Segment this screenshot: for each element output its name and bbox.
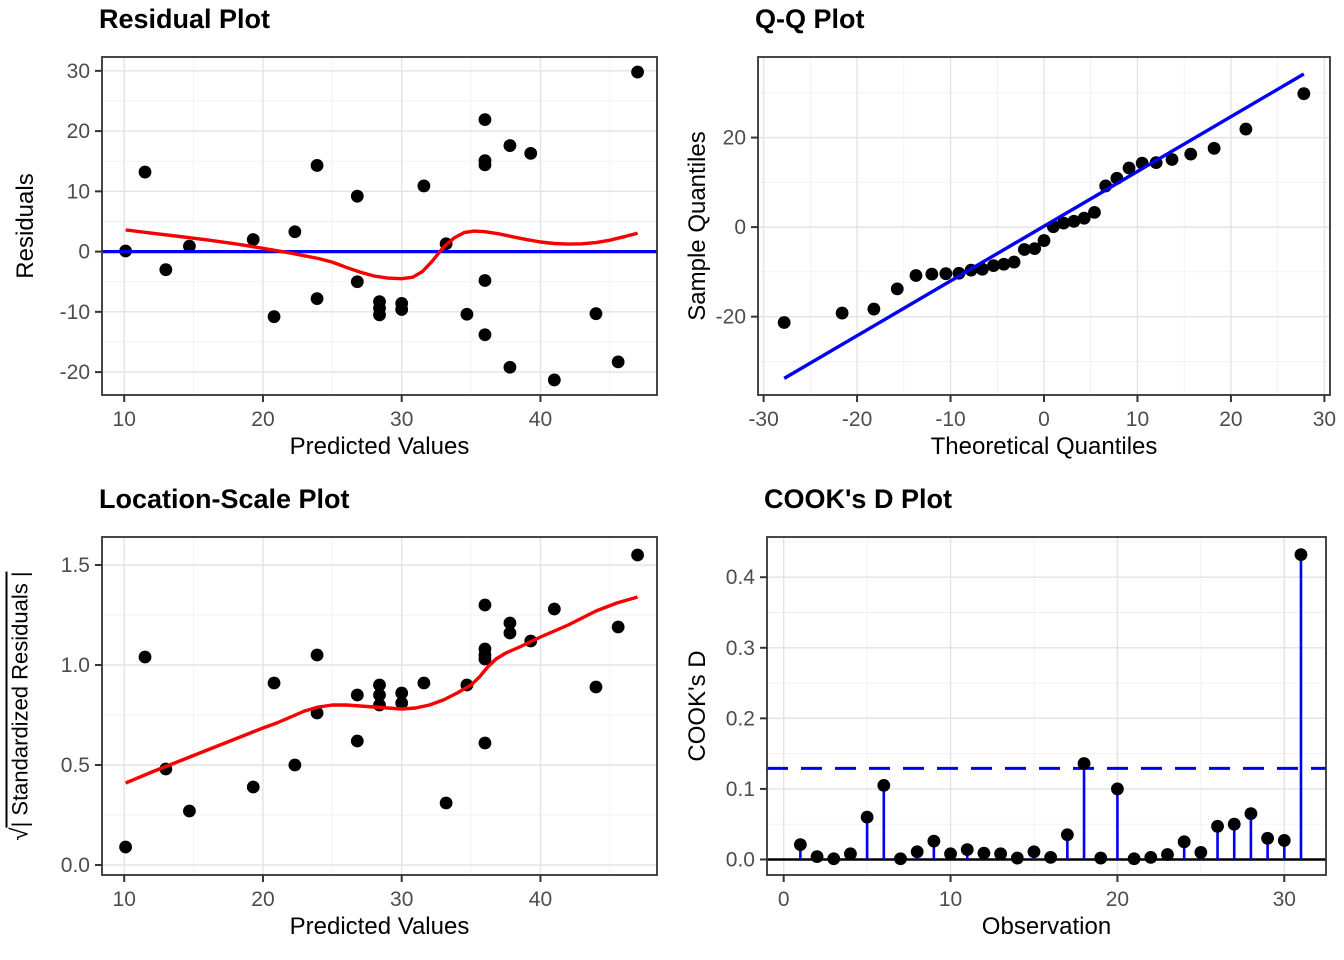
x-axis-title: Theoretical Quantiles [930, 433, 1158, 460]
data-points [119, 548, 644, 854]
y-tick-label: 20 [67, 120, 90, 143]
x-tick-label: 40 [529, 408, 552, 431]
residual-plot-canvas: 10 20 30 40 -20 -10 0 10 20 30 [60, 56, 658, 431]
y-tick-label: 0.5 [61, 754, 90, 777]
axis-ticks: 10 20 30 40 -20 -10 0 10 20 30 [60, 60, 552, 431]
sqrt-overline-text: | Standardized Residuals | [5, 571, 34, 828]
x-tick-label: 20 [1106, 888, 1129, 911]
y-axis-title: Residuals [12, 173, 39, 279]
y-tick-label: 0.0 [726, 848, 755, 871]
qq-reference-line [783, 72, 1305, 380]
axis-ticks: -30 -20 -10 0 10 20 30 -20 0 20 [716, 127, 1336, 431]
y-tick-label: -20 [60, 361, 90, 384]
x-tick-label: 30 [390, 408, 413, 431]
sqrt-radical-symbol: √ [6, 827, 34, 841]
y-tick-label: -20 [716, 306, 746, 329]
chart-title: Q-Q Plot [755, 4, 865, 34]
x-tick-label: 30 [1313, 408, 1336, 431]
cooks-d-plot-canvas: 0 10 20 30 0.0 0.1 0.2 0.3 0.4 [726, 536, 1327, 911]
chart-title: Residual Plot [99, 4, 271, 34]
x-tick-label: 0 [1038, 408, 1050, 431]
axis-ticks: 10 20 30 40 0.0 0.5 1.0 1.5 [61, 554, 552, 911]
gridlines-minor [102, 57, 657, 395]
x-tick-label: 40 [529, 888, 552, 911]
loess-smooth-curve [125, 228, 639, 281]
gridlines-major [102, 57, 657, 395]
y-tick-label: 0.0 [61, 854, 90, 877]
y-tick-label: 0 [78, 241, 90, 264]
y-tick-label: 0.1 [726, 778, 755, 801]
x-tick-label: -30 [748, 408, 778, 431]
x-axis-title: Predicted Values [289, 433, 470, 460]
y-tick-label: -10 [60, 301, 90, 324]
panel-background [102, 57, 657, 395]
x-tick-label: 0 [778, 888, 790, 911]
x-axis-title: Observation [981, 913, 1112, 940]
x-tick-label: 10 [939, 888, 962, 911]
gridlines-major [102, 537, 657, 875]
y-tick-label: 30 [67, 60, 90, 83]
y-tick-label: 10 [67, 180, 90, 203]
y-tick-label: 20 [723, 127, 746, 150]
y-axis-title: COOK's D [684, 650, 711, 762]
y-tick-label: 0.3 [726, 637, 755, 660]
y-tick-label: 0 [734, 216, 746, 239]
chart-title: Location-Scale Plot [99, 484, 350, 514]
x-tick-label: -20 [842, 408, 872, 431]
x-tick-label: 30 [1273, 888, 1296, 911]
x-tick-label: 20 [251, 888, 274, 911]
location-scale-plot-canvas: 10 20 30 40 0.0 0.5 1.0 1.5 [61, 536, 658, 911]
x-tick-label: 10 [113, 408, 136, 431]
x-tick-label: 10 [1126, 408, 1149, 431]
y-tick-label: 0.4 [726, 566, 756, 589]
loess-smooth-curve [124, 595, 639, 785]
qq-plot-canvas: -30 -20 -10 0 10 20 30 -20 0 20 [716, 56, 1336, 431]
x-axis-title: Predicted Values [289, 913, 470, 940]
data-points [793, 548, 1308, 866]
data-points [119, 65, 644, 387]
axis-ticks: 0 10 20 30 0.0 0.1 0.2 0.3 0.4 [726, 566, 1296, 911]
cooks-d-plot-panel: 0 10 20 30 0.0 0.1 0.2 0.3 0.4 COOK's D Plot Obs… [672, 480, 1344, 960]
location-scale-plot-panel: 10 20 30 40 0.0 0.5 1.0 1.5 Location-Scale Plot… [0, 480, 672, 960]
qq-plot-panel: -30 -20 -10 0 10 20 30 -20 0 20 Q-Q Plot Theoreti… [672, 0, 1344, 480]
y-axis-title: √| Standardized Residuals | [5, 571, 35, 841]
panel-border [101, 56, 658, 396]
y-tick-label: 0.2 [726, 707, 755, 730]
y-tick-label: 1.5 [61, 554, 90, 577]
x-tick-label: 10 [113, 888, 136, 911]
x-tick-label: 30 [390, 888, 413, 911]
residual-plot-panel: 10 20 30 40 -20 -10 0 10 20 30 Residual Plot Pred… [0, 0, 672, 480]
x-tick-label: -10 [935, 408, 965, 431]
x-tick-label: 20 [1219, 408, 1242, 431]
panel-border [101, 536, 658, 876]
y-tick-label: 1.0 [61, 654, 90, 677]
panel-border [766, 536, 1327, 876]
chart-title: COOK's D Plot [764, 484, 952, 514]
x-tick-label: 20 [251, 408, 274, 431]
y-axis-title: Sample Quantiles [684, 131, 711, 321]
